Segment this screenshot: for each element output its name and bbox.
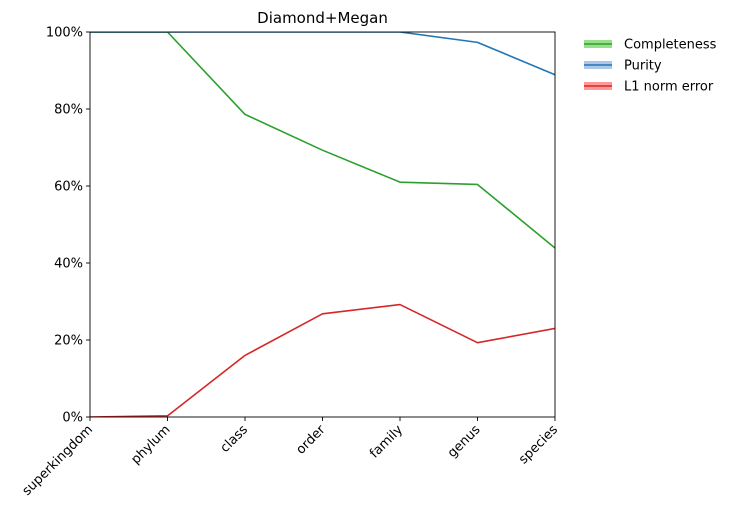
legend: Completeness Purity L1 norm error [584,38,717,95]
legend-label: Purity [624,59,662,74]
series-line-1 [90,32,555,76]
series-layer [90,32,555,417]
x-tick-label: order [293,422,329,458]
y-tick-label: 80% [54,103,83,118]
y-tick-label: 100% [46,26,83,41]
series-line-0 [90,32,555,249]
x-tick-label: genus [445,422,484,461]
plot-frame [89,31,556,418]
x-tick-label: phylum [129,422,174,467]
y-tick-label: 60% [54,180,83,195]
x-tick-label: superkingdom [20,422,96,498]
legend-label: Completeness [624,38,717,53]
x-tick-label: class [218,422,252,456]
legend-label: L1 norm error [624,80,714,95]
chart-title: Diamond+Megan [257,9,388,27]
y-tick-label: 20% [54,334,83,349]
x-tick-label: species [516,422,561,467]
series-line-2 [90,303,555,417]
x-tick-label: family [367,422,406,461]
axes-layer: 0% 20% 40% 60% 80% 100% superkingdom phylum clas… [20,26,562,499]
y-tick-label: 40% [54,257,83,272]
y-tick-label: 0% [62,411,83,426]
